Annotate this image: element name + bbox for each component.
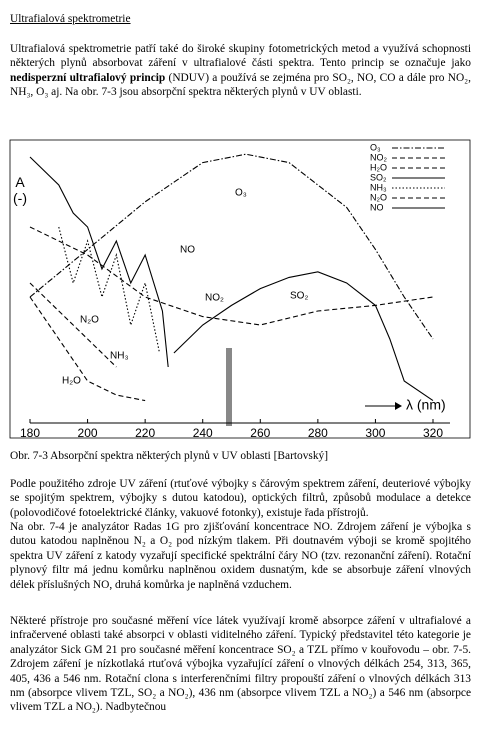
text: (NDUV) a používá se zejména pro SO₂, NO,…	[10, 71, 471, 99]
series-label: NO	[180, 245, 195, 256]
heading: Ultrafialová spektrometrie	[10, 13, 131, 25]
series-line	[29, 226, 434, 326]
caption: Obr. 7-3 Absorpční spektra některých ply…	[10, 450, 329, 462]
arrow-head	[395, 402, 402, 410]
x-tick-label: 320	[423, 426, 443, 440]
paragraph: Na obr. 7-4 je analyzátor Radas 1G pro z…	[10, 521, 471, 591]
x-tick-label: 280	[308, 426, 328, 440]
legend-label: NH₃	[370, 182, 387, 192]
legend-label: H₂O	[370, 162, 387, 172]
legend-label: O₃	[370, 142, 381, 152]
series-label: N₂O	[80, 315, 99, 326]
x-tick-label: 300	[365, 426, 385, 440]
series-line	[29, 153, 434, 340]
legend-label: SO₂	[370, 172, 387, 182]
figure-frame	[9, 139, 471, 439]
paragraph: Některé přístroje pro současné měření ví…	[10, 615, 471, 714]
x-tick-label: 260	[250, 426, 270, 440]
x-tick-label: 220	[135, 426, 155, 440]
paragraph: Ultrafialová spektrometrie patří také do…	[10, 42, 471, 100]
series-label: NH₃	[110, 351, 129, 362]
series-line	[58, 226, 161, 354]
x-tick-label: 240	[193, 426, 213, 440]
x-axis-label: λ (nm)	[406, 397, 446, 413]
series-line	[29, 282, 117, 368]
bold-text: nedisperzní ultrafialový princip	[10, 71, 166, 84]
text: Ultrafialová spektrometrie patří také do…	[10, 43, 471, 70]
x-tick-label: 180	[20, 426, 40, 440]
paragraph: Podle použitého zdroje UV záření (rtuťov…	[10, 478, 471, 519]
legend-label: N₂O	[370, 192, 387, 202]
series-label: H₂O	[62, 376, 81, 387]
series-line	[29, 296, 146, 402]
y-axis-label: A (-)	[13, 174, 27, 206]
series-label: O₃	[235, 188, 247, 199]
x-tick-label: 200	[78, 426, 98, 440]
legend-label: NO₂	[370, 152, 388, 162]
series-line	[173, 271, 434, 402]
shaded-band	[226, 348, 232, 426]
series-line	[29, 156, 169, 368]
series-label: NO₂	[205, 293, 224, 304]
legend-label: NO	[370, 202, 384, 212]
series-label: SO₂	[290, 291, 308, 302]
